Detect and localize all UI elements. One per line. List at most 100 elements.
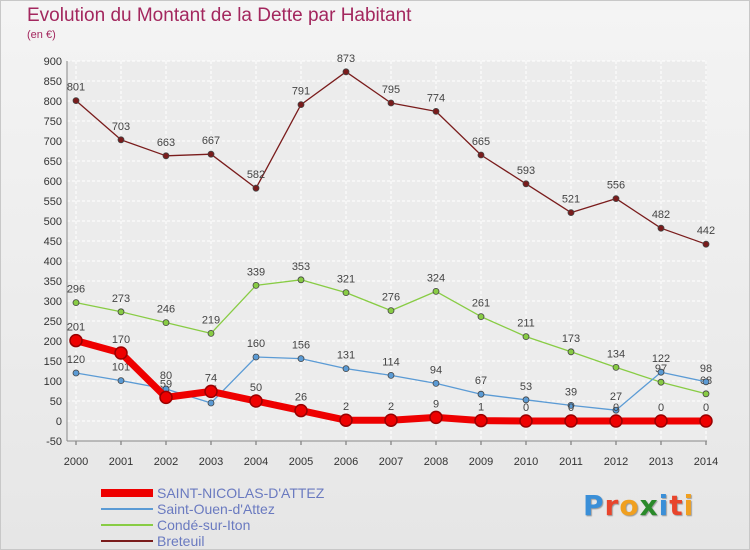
chart-subtitle: (en €) <box>27 29 56 41</box>
data-label: 9 <box>433 398 439 410</box>
legend-swatch <box>101 489 153 497</box>
data-label: 873 <box>337 53 355 65</box>
data-point <box>657 224 665 232</box>
data-point <box>474 413 488 428</box>
data-label: 80 <box>160 370 172 382</box>
legend-swatch <box>101 524 153 526</box>
plot-area <box>67 61 707 441</box>
data-label: 556 <box>607 180 625 192</box>
x-tick-label: 2008 <box>424 456 448 468</box>
data-label: 27 <box>610 391 622 403</box>
data-point <box>567 209 575 217</box>
x-tick-label: 2001 <box>109 456 133 468</box>
data-point <box>69 333 83 348</box>
legend-swatch <box>101 508 153 510</box>
data-point <box>162 152 170 160</box>
legend-label: Saint-Ouen-d'Attez <box>157 501 275 517</box>
data-label: 53 <box>520 381 532 393</box>
data-label: 201 <box>67 322 85 334</box>
y-tick-label: 50 <box>50 396 62 408</box>
data-label: 2 <box>388 401 394 413</box>
data-point <box>204 384 218 399</box>
data-label: 593 <box>517 165 535 177</box>
y-tick-label: 150 <box>44 356 62 368</box>
data-point <box>612 363 620 371</box>
data-point <box>567 401 575 409</box>
y-tick-label: 450 <box>44 236 62 248</box>
data-label: 50 <box>250 382 262 394</box>
brand-logo: Proxiti <box>583 489 694 522</box>
data-label: 296 <box>67 284 85 296</box>
data-point <box>384 413 398 427</box>
data-point <box>339 413 353 427</box>
x-tick-label: 2010 <box>514 456 538 468</box>
data-point <box>429 410 443 425</box>
data-point <box>387 307 395 315</box>
y-tick-label: 550 <box>44 196 62 208</box>
data-label: 219 <box>202 314 220 326</box>
legend-label: SAINT-NICOLAS-D'ATTEZ <box>157 485 325 501</box>
y-tick-label: 500 <box>44 216 62 228</box>
data-point <box>207 329 215 337</box>
data-label: 67 <box>475 375 487 387</box>
data-point <box>432 379 440 387</box>
data-point <box>477 390 485 398</box>
data-label: 791 <box>292 86 310 98</box>
data-label: 339 <box>247 266 265 278</box>
y-tick-label: 700 <box>44 136 62 148</box>
data-label: 0 <box>523 402 529 414</box>
data-point <box>342 68 350 76</box>
data-point <box>117 308 125 316</box>
data-point <box>207 150 215 158</box>
y-tick-label: 200 <box>44 336 62 348</box>
data-label: 211 <box>517 318 535 330</box>
x-tick-label: 2012 <box>604 456 628 468</box>
y-tick-label: 850 <box>44 76 62 88</box>
data-label: 2 <box>343 401 349 413</box>
brand-letter: o <box>619 489 640 522</box>
data-label: 353 <box>292 261 310 273</box>
brand-letter: r <box>604 489 620 522</box>
data-label: 703 <box>112 121 130 133</box>
x-tick-label: 2002 <box>154 456 178 468</box>
x-tick-label: 2000 <box>64 456 88 468</box>
data-label: 665 <box>472 136 490 148</box>
data-point <box>702 390 710 398</box>
data-label: 122 <box>652 353 670 365</box>
data-label: 442 <box>697 225 715 237</box>
y-tick-label: 350 <box>44 276 62 288</box>
data-label: 0 <box>613 402 619 414</box>
y-tick-label: 250 <box>44 316 62 328</box>
data-label: 324 <box>427 272 445 284</box>
y-tick-label: -50 <box>46 436 62 448</box>
data-label: 131 <box>337 350 355 362</box>
data-point <box>477 151 485 159</box>
y-tick-label: 800 <box>44 96 62 108</box>
y-tick-label: 100 <box>44 376 62 388</box>
data-point <box>522 180 530 188</box>
y-tick-label: 650 <box>44 156 62 168</box>
x-tick-label: 2004 <box>244 456 268 468</box>
data-point <box>702 240 710 248</box>
data-point <box>117 377 125 385</box>
data-point <box>702 378 710 386</box>
data-label: 59 <box>160 378 172 390</box>
data-label: 482 <box>652 209 670 221</box>
data-label: 273 <box>112 293 130 305</box>
x-tick-label: 2006 <box>334 456 358 468</box>
data-point <box>249 394 263 408</box>
data-label: 98 <box>700 363 712 375</box>
x-tick-label: 2013 <box>649 456 673 468</box>
data-point <box>72 97 80 104</box>
data-label: 26 <box>295 392 307 404</box>
data-point <box>609 414 623 428</box>
data-label: 101 <box>112 362 130 374</box>
data-label: 321 <box>337 274 355 286</box>
data-label: 120 <box>67 354 85 366</box>
y-tick-label: 400 <box>44 256 62 268</box>
data-point <box>252 281 260 289</box>
data-label: 160 <box>247 338 265 350</box>
data-label: 795 <box>382 84 400 96</box>
